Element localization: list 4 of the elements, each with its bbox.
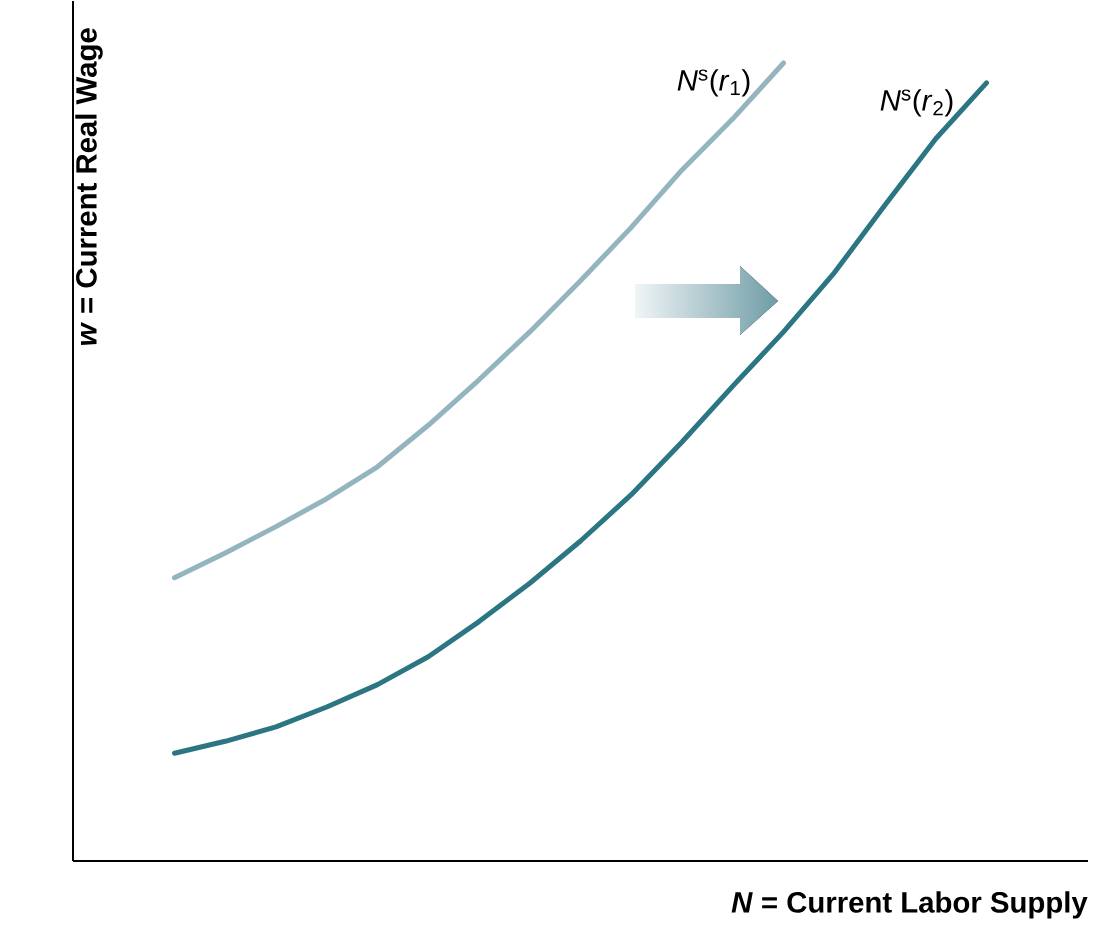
series-label: N$^{s}$(r$_{2}$) — [880, 89, 953, 117]
y-axis-title: w = Current Real Wage — [75, 28, 103, 345]
x-axis-title: N = Current Labor Supply — [731, 891, 1088, 919]
series-label: N$^{s}$(r$_{1}$) — [677, 69, 750, 97]
